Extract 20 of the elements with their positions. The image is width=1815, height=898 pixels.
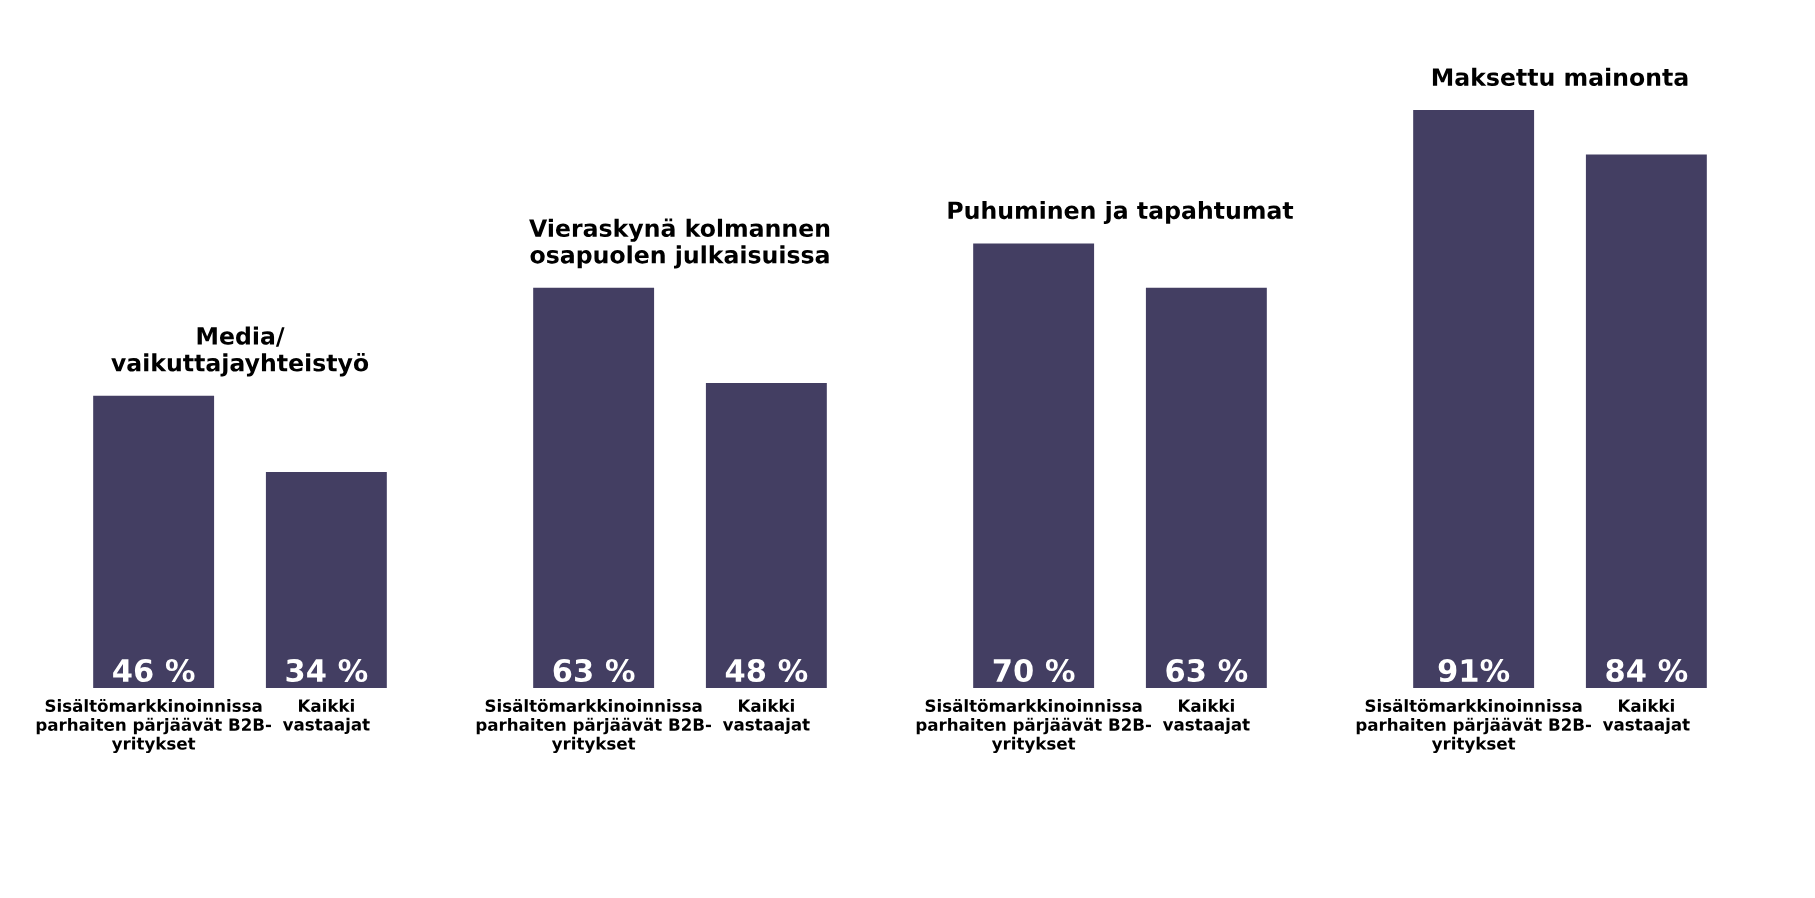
chart-title: Puhuminen ja tapahtumat <box>948 200 1294 224</box>
data-label: 34 % <box>286 658 368 683</box>
x-tick-label: Kaikki vastaajat <box>1162 699 1250 735</box>
data-label: 91% <box>1438 658 1510 683</box>
x-tick-label: Kaikki vastaajat <box>722 699 810 735</box>
data-label: 48 % <box>725 658 808 683</box>
chart-title: Vieraskynä kolmannen osapuolen julkaisuissa <box>529 218 830 269</box>
x-tick-label: Kaikki vastaajat <box>1602 699 1690 735</box>
x-tick-label: Kaikki vastaajat <box>282 699 370 735</box>
data-label: 46 % <box>113 658 195 683</box>
data-label: 63 % <box>1166 658 1248 683</box>
x-tick-label: Sisältömarkkinoinnissa parhaiten pärjäävät B2B- yritykset <box>1356 698 1592 754</box>
data-label: 70 % <box>993 658 1075 683</box>
x-tick-label: Sisältömarkkinoinnissa parhaiten pärjäävät B2B- yritykset <box>916 698 1152 754</box>
chart-title: Maksettu mainonta <box>1432 67 1688 86</box>
data-label: 84 % <box>1606 658 1688 683</box>
chart-title: Media/ vaikuttajayhteistyö <box>111 326 369 377</box>
data-label: 63 % <box>553 658 635 683</box>
x-tick-label: Sisältömarkkinoinnissa parhaiten pärjäävät B2B- yritykset <box>476 698 712 754</box>
x-tick-label: Sisältömarkkinoinnissa parhaiten pärjäävät B2B- yritykset <box>36 698 272 754</box>
